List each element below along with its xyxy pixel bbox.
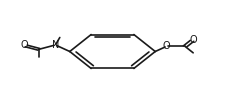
Text: N: N xyxy=(52,40,59,50)
Text: O: O xyxy=(163,41,170,51)
Text: O: O xyxy=(20,40,28,50)
Text: O: O xyxy=(189,35,197,45)
